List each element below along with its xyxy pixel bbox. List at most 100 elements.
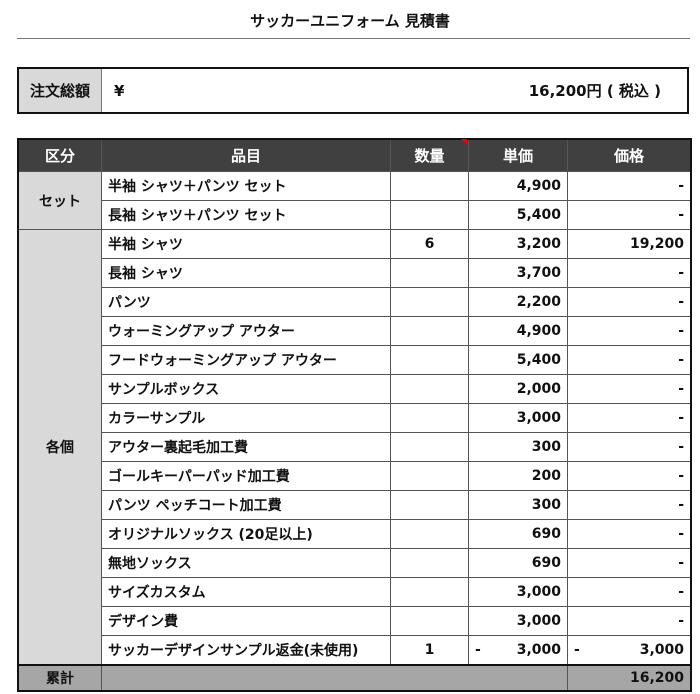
qty-cell[interactable] [390,171,469,201]
unit-price-cell: 3,000 [468,577,568,607]
table-row: デザイン費 3,000- [18,606,692,636]
order-total-value: 16,200 [528,81,587,100]
unit-price-cell: 2,000 [468,374,568,404]
title-divider [17,38,690,39]
comment-indicator-icon[interactable] [461,139,467,145]
total-spacer [101,664,568,692]
table-row: アウター裏起毛加工費 300- [18,432,692,462]
category-set: セット [17,171,102,230]
qty-cell[interactable] [390,258,469,288]
item-name: カラーサンプル [101,403,391,433]
price-cell: 19,200 [567,229,692,259]
qty-cell[interactable] [390,432,469,462]
item-name: サンプルボックス [101,374,391,404]
header-category: 区分 [17,138,102,172]
unit-price-cell: 200 [468,461,568,491]
unit-price-cell: 300 [468,490,568,520]
table-row: カラーサンプル 3,000- [18,403,692,433]
qty-cell[interactable] [390,519,469,549]
item-name: サッカーデザインサンプル返金(未使用) [101,635,391,666]
header-unit-price: 単価 [468,138,568,172]
unit-price-cell: 5,400 [468,200,568,230]
category-individual: 各個 [17,229,102,666]
item-name: フードウォーミングアップ アウター [101,345,391,375]
price-cell: - [567,519,692,549]
unit-price-cell: 2,200 [468,287,568,317]
qty-cell[interactable]: 6 [390,229,469,259]
price-cell: - [567,432,692,462]
order-total-label: 注文総額 [19,69,102,112]
total-amount: 16,200 [567,664,692,692]
item-name: 半袖 シャツ＋パンツ セット [101,171,391,201]
price-cell: - [567,490,692,520]
unit-price-cell: 5,400 [468,345,568,375]
order-total-amount: 16,200 円 ( 税込 ) [154,69,687,112]
price-cell: - [567,200,692,230]
table-row: サッカーデザインサンプル返金(未使用) 1-3,000-3,000 [18,635,692,666]
qty-cell[interactable] [390,461,469,491]
quote-table: 区分 品目 数量 単価 価格 セット 半袖 シャツ＋パンツ セット 4,900- 長袖… [17,138,692,692]
price-cell: - [567,316,692,346]
item-name: パンツ ペッチコート加工費 [101,490,391,520]
qty-cell[interactable] [390,606,469,636]
header-price: 価格 [567,138,692,172]
document-title: サッカーユニフォーム 見積書 [250,12,450,30]
unit-price-cell: 3,200 [468,229,568,259]
qty-cell[interactable]: 1 [390,635,469,666]
unit-price-cell: 690 [468,519,568,549]
table-row: サンプルボックス 2,000- [18,374,692,404]
qty-cell[interactable] [390,403,469,433]
item-name: オリジナルソックス (20足以上) [101,519,391,549]
minus-sign: - [475,642,481,658]
unit-price-value: 3,000 [516,642,561,658]
qty-cell[interactable] [390,200,469,230]
price-cell: - [567,287,692,317]
qty-cell[interactable] [390,490,469,520]
price-cell: - [567,374,692,404]
table-row: ウォーミングアップ アウター 4,900- [18,316,692,346]
item-name: アウター裏起毛加工費 [101,432,391,462]
table-row: 長袖 シャツ 3,700- [18,258,692,288]
minus-sign: - [574,642,580,658]
table-row: 長袖 シャツ＋パンツ セット 5,400- [18,200,692,230]
table-row: パンツ 2,200- [18,287,692,317]
header-qty[interactable]: 数量 [390,138,469,172]
item-name: パンツ [101,287,391,317]
item-name: 長袖 シャツ [101,258,391,288]
table-row: サイズカスタム 3,000- [18,577,692,607]
qty-cell[interactable] [390,577,469,607]
table-row: フードウォーミングアップ アウター 5,400- [18,345,692,375]
price-cell: - [567,171,692,201]
item-name: デザイン費 [101,606,391,636]
unit-price-cell: 300 [468,432,568,462]
table-row: 各個 半袖 シャツ 6 3,200 19,200 [17,229,692,666]
price-cell: - [567,258,692,288]
header-item: 品目 [101,138,391,172]
unit-price-cell: 3,000 [468,403,568,433]
total-row: 累計 16,200 [17,664,692,692]
price-cell: - [567,577,692,607]
unit-price-cell: 4,900 [468,171,568,201]
header-row: 区分 品目 数量 単価 価格 [17,138,692,172]
tax-suffix: 円 ( 税込 ) [586,82,661,100]
price-value: 3,000 [639,642,684,658]
unit-price-cell: 690 [468,548,568,578]
table-row: セット 半袖 シャツ＋パンツ セット 4,900- [17,171,692,230]
item-name: 半袖 シャツ [101,229,391,259]
table-row: 無地ソックス 690- [18,548,692,578]
qty-cell[interactable] [390,316,469,346]
qty-cell[interactable] [390,287,469,317]
item-name: 長袖 シャツ＋パンツ セット [101,200,391,230]
qty-cell[interactable] [390,374,469,404]
price-cell: - [567,461,692,491]
qty-cell[interactable] [390,548,469,578]
unit-price-cell: - 3,000 [468,635,568,666]
total-label: 累計 [17,664,102,692]
item-name: ウォーミングアップ アウター [101,316,391,346]
price-cell: - [567,606,692,636]
price-cell: - [567,345,692,375]
table-row: パンツ ペッチコート加工費 300- [18,490,692,520]
item-name: ゴールキーパーパッド加工費 [101,461,391,491]
qty-cell[interactable] [390,345,469,375]
item-name: 無地ソックス [101,548,391,578]
